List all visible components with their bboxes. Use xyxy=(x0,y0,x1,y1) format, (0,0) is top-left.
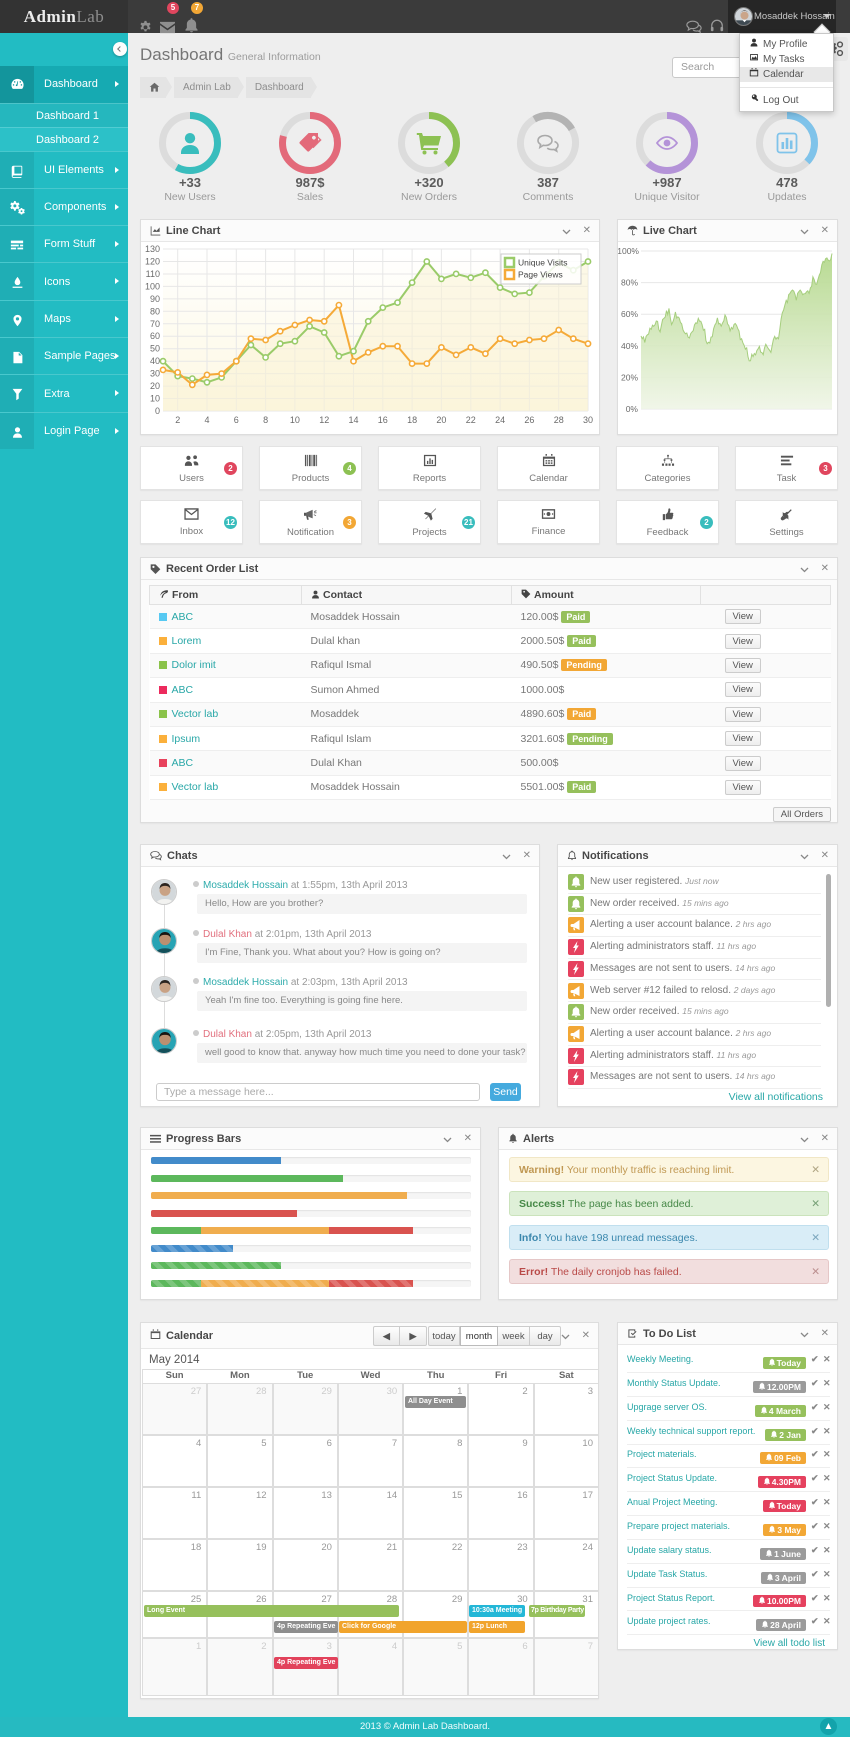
svg-text:130: 130 xyxy=(145,244,160,254)
svg-text:60%: 60% xyxy=(621,309,638,319)
svg-text:8: 8 xyxy=(263,415,268,425)
svg-text:16: 16 xyxy=(378,415,388,425)
svg-text:20%: 20% xyxy=(621,372,638,382)
svg-text:10: 10 xyxy=(150,394,160,404)
svg-text:30: 30 xyxy=(150,369,160,379)
svg-text:4: 4 xyxy=(204,415,209,425)
svg-text:120: 120 xyxy=(145,257,160,267)
svg-text:Unique Visits: Unique Visits xyxy=(518,258,567,268)
svg-text:60: 60 xyxy=(150,331,160,341)
svg-text:100: 100 xyxy=(145,281,160,291)
svg-text:40: 40 xyxy=(150,356,160,366)
svg-text:20: 20 xyxy=(436,415,446,425)
svg-text:26: 26 xyxy=(524,415,534,425)
svg-text:70: 70 xyxy=(150,319,160,329)
svg-text:2: 2 xyxy=(175,415,180,425)
svg-text:50: 50 xyxy=(150,344,160,354)
svg-text:12: 12 xyxy=(319,415,329,425)
svg-text:30: 30 xyxy=(583,415,593,425)
svg-text:40%: 40% xyxy=(621,341,638,351)
svg-text:22: 22 xyxy=(466,415,476,425)
svg-text:100%: 100% xyxy=(618,246,639,256)
svg-text:14: 14 xyxy=(348,415,358,425)
svg-text:20: 20 xyxy=(150,381,160,391)
svg-text:80%: 80% xyxy=(621,278,638,288)
svg-text:28: 28 xyxy=(554,415,564,425)
svg-text:0: 0 xyxy=(155,406,160,416)
svg-text:10: 10 xyxy=(290,415,300,425)
svg-text:90: 90 xyxy=(150,294,160,304)
svg-text:Page Views: Page Views xyxy=(518,270,563,280)
svg-text:80: 80 xyxy=(150,306,160,316)
svg-text:18: 18 xyxy=(407,415,417,425)
svg-text:24: 24 xyxy=(495,415,505,425)
svg-text:6: 6 xyxy=(234,415,239,425)
svg-text:110: 110 xyxy=(146,269,160,279)
svg-text:0%: 0% xyxy=(626,404,639,414)
